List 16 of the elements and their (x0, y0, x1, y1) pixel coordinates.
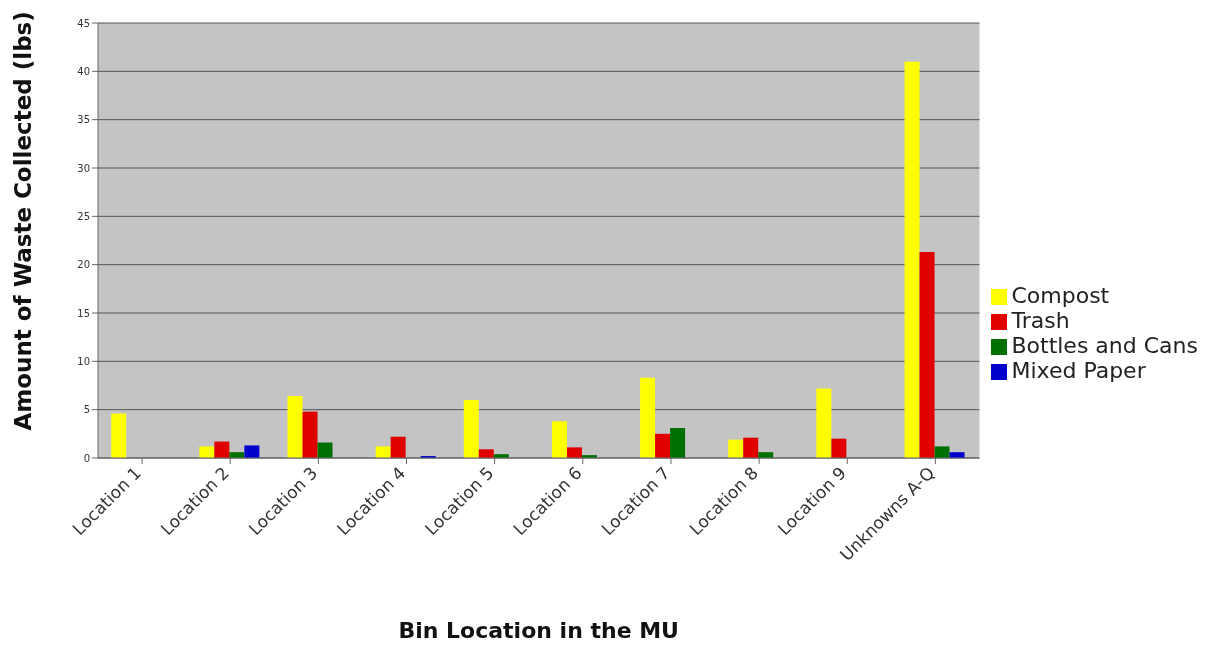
y-tick-label: 20 (77, 259, 90, 271)
x-axis-title: Bin Location in the MU (398, 618, 679, 643)
y-tick-label: 5 (83, 404, 90, 416)
y-tick-label: 10 (77, 355, 90, 367)
y-tick-label: 0 (83, 452, 90, 464)
y-tick-label: 15 (77, 307, 90, 319)
legend-label: Bottles and Cans (1011, 333, 1198, 358)
y-tick-label: 35 (77, 114, 90, 126)
y-axis-title: Amount of Waste Collected (lbs) (10, 11, 37, 431)
y-tick-label: 25 (77, 210, 90, 222)
legend-label: Mixed Paper (1011, 358, 1146, 383)
y-tick-label: 30 (77, 162, 90, 174)
legend-label: Compost (1011, 283, 1110, 308)
y-tick-label: 45 (77, 17, 90, 29)
legend-label: Trash (1011, 308, 1070, 333)
y-tick-label: 40 (77, 65, 90, 77)
